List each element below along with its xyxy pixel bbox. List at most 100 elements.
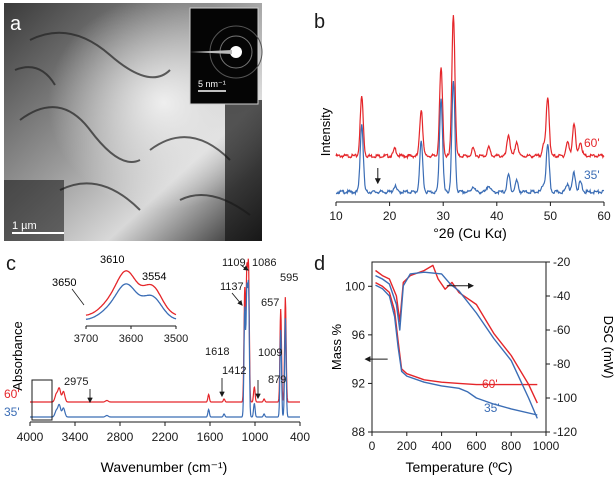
ftir-line-60 xyxy=(30,258,300,403)
tga-x-tick-label: 400 xyxy=(432,439,452,453)
tga-y2-tick-label: -60 xyxy=(553,323,571,337)
ftir-peak-label: 2975 xyxy=(64,376,88,388)
tga-x-tick-label: 800 xyxy=(501,439,521,453)
tga-y2-label: DSC (mW) xyxy=(601,316,614,379)
tga-legend-60: 60' xyxy=(482,377,498,391)
tga-y-label: Mass % xyxy=(329,323,344,370)
tga-y-tick-label: 96 xyxy=(352,328,366,342)
ftir-x-tick-label: 2800 xyxy=(107,430,134,444)
ftir-peak-pointer xyxy=(231,292,243,306)
tga-x-tick-label: 0 xyxy=(369,439,376,453)
ftir-legend-35: 35' xyxy=(4,405,20,419)
ftir-x-tick-label: 2200 xyxy=(152,430,179,444)
tga-x-label: Temperature (ºC) xyxy=(405,459,512,475)
beam-stop xyxy=(190,50,232,54)
ftir-peak-label: 595 xyxy=(280,272,298,284)
panel-d: d 0 200 400 600 800 1000 88 92 96 100 -20 -40 -60 -80… xyxy=(314,253,614,475)
inset-peak-3650-pointer xyxy=(71,288,85,306)
ftir-line-35 xyxy=(30,279,300,418)
tga-plot-frame xyxy=(371,261,547,433)
tga-x-tick-label: 1000 xyxy=(533,439,560,453)
xrd-series xyxy=(335,15,605,196)
inset-peak-3554: 3554 xyxy=(142,271,166,283)
ftir-inset-ticks: 3700 3600 3500 xyxy=(74,326,188,345)
panel-b: b 10 20 30 40 50 60 Intensity °2θ (Cu Kα) 60'… xyxy=(314,11,611,241)
tem-dark-right xyxy=(225,100,262,241)
ftir-peak-label: 657 xyxy=(261,297,279,309)
xrd-line-60 xyxy=(335,15,605,160)
xrd-x-tick-label: 60 xyxy=(597,209,611,223)
ftir-x-tick-labels: 4000 3400 2800 2200 1600 1000 400 xyxy=(17,430,311,444)
ftir-peak-labels: 2975 1618 1412 1137 1109 1086 1009 879 657 595 xyxy=(64,257,298,404)
xrd-x-ticks xyxy=(335,202,605,206)
saed-scalebar-label: 5 nm⁻¹ xyxy=(198,79,226,89)
xrd-x-tick-label: 10 xyxy=(329,209,343,223)
inset-tick-label: 3600 xyxy=(119,333,143,345)
mass-line-60 xyxy=(375,281,538,386)
dsc-line-35 xyxy=(375,271,538,419)
tga-y-tick-label: 88 xyxy=(352,425,366,439)
ftir-peak-label: 1109 xyxy=(222,257,246,269)
tem-scalebar-label: 1 µm xyxy=(12,220,37,232)
panel-a: a 5 nm⁻¹ 1 µm xyxy=(4,3,263,241)
tga-y-tick-label: 92 xyxy=(352,376,366,390)
panel-label-a: a xyxy=(10,13,22,35)
ftir-x-tick-label: 4000 xyxy=(17,430,44,444)
tga-series xyxy=(375,264,538,419)
tga-arrows xyxy=(364,282,475,363)
ftir-x-label: Wavenumber (cm⁻¹) xyxy=(101,459,228,475)
ftir-zoom-box xyxy=(31,379,53,421)
saed-inset: 5 nm⁻¹ xyxy=(189,7,263,105)
xrd-x-tick-label: 30 xyxy=(437,209,451,223)
mass-line-35 xyxy=(375,284,538,416)
ftir-x-tick-label: 1000 xyxy=(242,430,269,444)
tga-ticks xyxy=(368,261,550,436)
ftir-inset-series xyxy=(85,270,177,321)
tem-sheet-edges xyxy=(14,31,256,216)
ftir-x-tick-label: 1600 xyxy=(197,430,224,444)
inset-tick-label: 3700 xyxy=(74,333,98,345)
ftir-peak-label: 1412 xyxy=(222,365,246,377)
ftir-x-ticks xyxy=(29,422,301,426)
ftir-series xyxy=(30,258,300,418)
panel-label-b: b xyxy=(314,11,325,33)
tga-y2-tick-label: -80 xyxy=(553,357,571,371)
ftir-peak-label: 1137 xyxy=(220,281,244,293)
inset-line-35 xyxy=(85,283,177,321)
panel-label-d: d xyxy=(314,253,325,275)
tga-y2-tick-label: -20 xyxy=(553,255,571,269)
ftir-peak-pointer xyxy=(241,265,249,271)
xrd-line-35 xyxy=(335,81,605,196)
inset-tick-label: 3500 xyxy=(164,333,188,345)
xrd-x-tick-label: 20 xyxy=(383,209,397,223)
xrd-legend-35: 35' xyxy=(584,168,600,182)
xrd-x-tick-label: 40 xyxy=(490,209,504,223)
dsc-line-60 xyxy=(375,264,538,404)
ftir-x-tick-label: 3400 xyxy=(62,430,89,444)
ftir-peak-label: 1086 xyxy=(252,257,276,269)
xrd-y-label: Intensity xyxy=(318,107,333,156)
tem-dark-corner xyxy=(4,180,64,241)
ftir-y-label: Absorbance xyxy=(10,321,25,390)
xrd-legend-60: 60' xyxy=(584,136,600,150)
inset-peak-3610: 3610 xyxy=(100,254,124,266)
ftir-peak-label: 879 xyxy=(268,374,286,386)
tga-y2-tick-label: -120 xyxy=(553,425,577,439)
xrd-x-tick-label: 50 xyxy=(544,209,558,223)
tga-legend-35: 35' xyxy=(484,401,500,415)
tga-y2-tick-label: -40 xyxy=(553,289,571,303)
panel-c: c 4000 3400 2800 2200 1600 1000 400 Absorbance… xyxy=(4,253,310,475)
ftir-legend-60: 60' xyxy=(4,387,20,401)
panel-label-c: c xyxy=(6,253,16,275)
xrd-x-tick-labels: 10 20 30 40 50 60 xyxy=(329,209,611,223)
ftir-x-tick-label: 400 xyxy=(290,430,310,444)
ftir-peak-label: 1009 xyxy=(258,347,282,359)
tga-y2-tick-label: -100 xyxy=(553,391,577,405)
inset-peak-3650: 3650 xyxy=(52,277,76,289)
inset-line-60 xyxy=(85,270,177,316)
ftir-inset: 3700 3600 3500 3650 3610 3554 xyxy=(52,254,188,345)
tga-x-tick-label: 600 xyxy=(466,439,486,453)
tga-tick-labels: 0 200 400 600 800 1000 88 92 96 100 -20 -40 -60 -80 -1… xyxy=(345,255,577,453)
ftir-peak-label: 1618 xyxy=(205,346,229,358)
